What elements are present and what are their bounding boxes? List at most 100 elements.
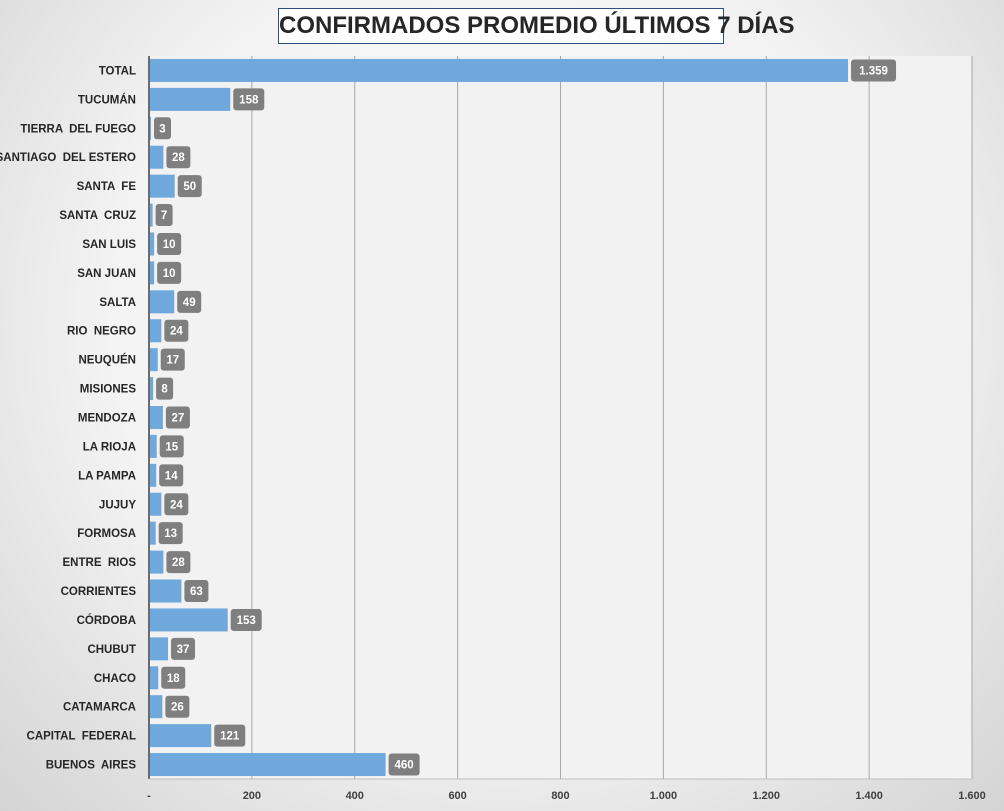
data-label-box [154, 117, 171, 140]
bar [150, 463, 157, 487]
bar [150, 58, 849, 82]
data-label: 27 [171, 413, 184, 425]
category-label: CHUBUT [87, 644, 136, 656]
bar [150, 550, 164, 574]
category-label: SANTIAGO DEL ESTERO [0, 152, 136, 164]
data-label-box [159, 464, 184, 487]
data-label: 158 [239, 94, 259, 106]
data-label-box [233, 88, 265, 111]
bar [150, 695, 163, 719]
data-label: 49 [183, 297, 196, 309]
data-label-box [165, 695, 190, 718]
data-label: 24 [170, 499, 183, 511]
bar [150, 579, 182, 603]
axes [148, 56, 972, 780]
category-label: RIO NEGRO [67, 326, 136, 338]
category-label: SAN JUAN [77, 268, 136, 280]
x-tick-label: 200 [243, 790, 261, 802]
data-label: 13 [164, 528, 177, 540]
data-label: 24 [170, 326, 183, 338]
gridlines [251, 56, 973, 779]
data-label: 121 [220, 731, 240, 743]
x-tick-label: 800 [551, 790, 569, 802]
data-label-box [177, 290, 202, 313]
data-label: 14 [165, 470, 178, 482]
data-label-box [164, 493, 189, 516]
data-label-box [159, 435, 184, 458]
category-label: MISIONES [80, 384, 137, 396]
bar [150, 666, 159, 690]
data-label-box [155, 204, 173, 227]
data-label: 460 [395, 760, 414, 772]
data-label-box [214, 724, 246, 747]
bars [150, 58, 849, 777]
data-label: 17 [166, 355, 179, 367]
bar [150, 637, 169, 661]
bar [150, 145, 164, 169]
category-label: SANTA CRUZ [59, 210, 136, 222]
data-label-box [166, 146, 191, 169]
data-label-box [184, 580, 209, 603]
data-label-box [851, 59, 897, 82]
data-label-box [230, 608, 262, 631]
bar [150, 492, 162, 516]
data-label: 18 [167, 673, 180, 685]
bar [150, 87, 231, 111]
data-label: 10 [163, 239, 176, 251]
bar [150, 608, 228, 632]
category-label: ENTRE RIOS [63, 557, 137, 569]
labels: - 200 400 600 800 1.000 1.200 1.400 1.600 TOTAL 1.… [0, 59, 986, 802]
x-tick-label: - [147, 790, 151, 802]
data-label-box [171, 637, 196, 660]
bar [150, 174, 175, 198]
data-label-box [157, 232, 182, 255]
category-label: CORRIENTES [61, 586, 137, 598]
category-label: CÓRDOBA [77, 614, 136, 627]
category-label: CHACO [94, 673, 136, 685]
category-label: CATAMARCA [63, 702, 136, 714]
category-label: CAPITAL FEDERAL [27, 731, 136, 743]
x-tick-label: 1.400 [855, 790, 883, 802]
data-label-box [177, 175, 202, 198]
category-label: SALTA [99, 297, 136, 309]
data-label-box [157, 261, 182, 284]
chart-title: CONFIRMADOS PROMEDIO ÚLTIMOS 7 DÍAS [278, 8, 795, 44]
bar [150, 261, 155, 285]
category-label: JUJUY [99, 499, 136, 511]
bar [150, 753, 386, 777]
x-tick-label: 1.000 [650, 790, 678, 802]
category-label: SAN LUIS [82, 239, 136, 251]
data-label: 153 [237, 615, 256, 627]
category-label: LA RIOJA [83, 441, 136, 453]
data-label-box [165, 406, 190, 429]
bar [150, 521, 156, 545]
data-label: 1.359 [859, 65, 888, 77]
data-label-box [158, 522, 183, 545]
category-label: TOTAL [99, 65, 136, 77]
bar [150, 319, 162, 343]
data-label-box [166, 551, 191, 574]
x-tick-label: 1.600 [958, 790, 986, 802]
bar [150, 116, 151, 140]
data-label: 3 [159, 123, 165, 135]
category-label: SANTA FE [77, 181, 137, 193]
category-label: TUCUMÁN [78, 93, 136, 106]
data-label: 63 [190, 586, 203, 598]
data-label: 28 [172, 152, 185, 164]
x-tick-label: 400 [346, 790, 364, 802]
data-label: 50 [183, 181, 196, 193]
data-label: 10 [163, 268, 176, 280]
category-label: LA PAMPA [78, 470, 136, 482]
data-label-box [161, 666, 186, 689]
bar [150, 203, 153, 227]
category-label: FORMOSA [77, 528, 136, 540]
bar [150, 377, 154, 401]
data-label-box [388, 753, 420, 776]
data-label: 15 [165, 441, 178, 453]
data-label: 28 [172, 557, 185, 569]
data-label-box [160, 348, 185, 371]
data-label-box [164, 319, 189, 342]
x-tick-label: 600 [448, 790, 466, 802]
category-label: MENDOZA [78, 413, 136, 425]
